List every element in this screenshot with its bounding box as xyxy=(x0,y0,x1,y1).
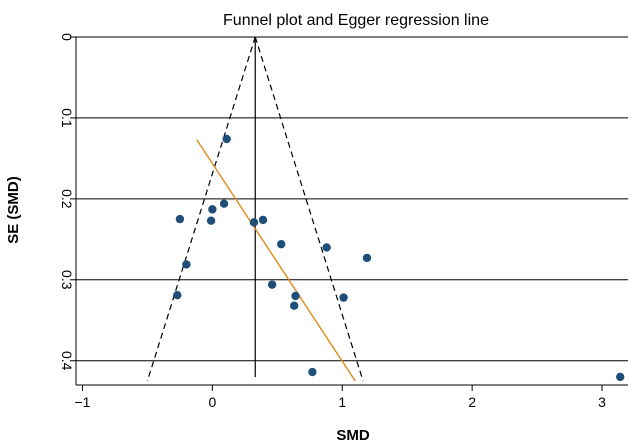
data-point xyxy=(291,291,300,301)
data-point xyxy=(219,199,229,208)
data-point xyxy=(322,243,331,252)
y-axis-title: SE (SMD) xyxy=(5,176,22,244)
data-point xyxy=(173,290,182,300)
y-tick-label: 0.4 xyxy=(59,351,75,371)
egger-regression-line xyxy=(196,139,356,382)
data-point xyxy=(308,367,317,377)
x-tick-label: 2 xyxy=(468,394,476,410)
y-tick-label: 0 xyxy=(59,33,75,41)
data-point xyxy=(290,301,299,310)
funnel-lines xyxy=(146,36,364,382)
data-point xyxy=(616,372,625,382)
data-point xyxy=(182,260,191,269)
data-points xyxy=(173,134,625,382)
y-tick-label: 0.1 xyxy=(59,108,75,128)
funnel-left-limit xyxy=(146,36,256,382)
tick-labels: 0 0.1 0.2 0.3 0.4 −1 0 1 2 3 xyxy=(59,33,606,410)
x-axis-title: SMD xyxy=(336,427,370,444)
gridlines xyxy=(76,36,628,362)
data-point xyxy=(206,216,216,225)
data-point xyxy=(249,218,259,227)
x-tick-label: 3 xyxy=(598,394,606,410)
y-tick-label: 0.3 xyxy=(59,270,75,290)
data-point xyxy=(277,239,286,249)
data-point xyxy=(339,293,348,302)
data-point xyxy=(208,205,217,214)
x-tick-label: −1 xyxy=(75,394,91,410)
egger-regression xyxy=(196,139,356,382)
x-tick-label: 0 xyxy=(208,394,216,410)
data-point xyxy=(222,134,231,144)
chart-title: Funnel plot and Egger regression line xyxy=(223,12,489,29)
data-point xyxy=(362,253,372,263)
data-point xyxy=(267,280,277,289)
y-tick-label: 0.2 xyxy=(59,189,75,209)
x-tick-label: 1 xyxy=(338,394,346,410)
funnel-right-limit xyxy=(254,36,364,382)
data-point xyxy=(258,215,268,225)
axes xyxy=(75,37,628,386)
data-point xyxy=(175,214,185,224)
